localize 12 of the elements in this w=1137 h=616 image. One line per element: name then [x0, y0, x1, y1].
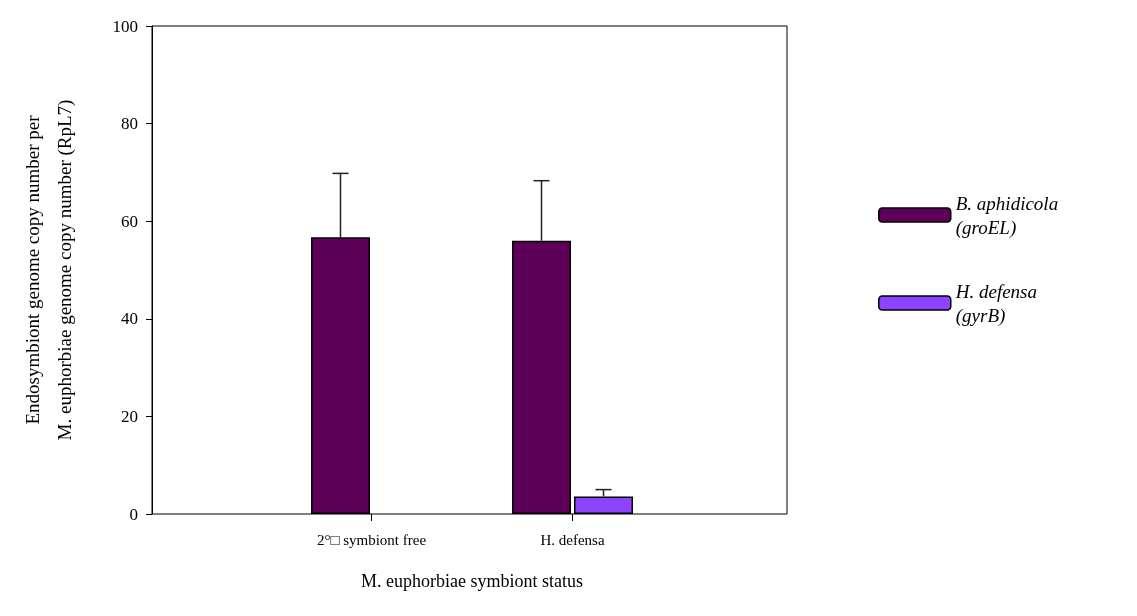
y-tick-label: 40	[121, 309, 138, 329]
y-tick-label: 60	[121, 211, 138, 231]
y-tick-label: 20	[121, 406, 138, 426]
x-tick-label: H. defensa	[540, 531, 605, 548]
y-tick-label: 80	[121, 114, 138, 134]
y-tick-label: 0	[129, 504, 138, 524]
legend-label: H. defensa (gyrB)	[954, 280, 1038, 327]
x-axis-title: M. euphorbiae symbiont status	[361, 571, 583, 591]
y-tick-label: 100	[112, 16, 138, 36]
x-tick-label: 2°□ symbiont free	[316, 531, 427, 548]
y-axis-title: Endosymbiont genome copy number per M. euphorbiae genome copy number (RpL7)	[21, 99, 76, 441]
legend-label: B. aphidicola (groEL)	[955, 192, 1059, 239]
